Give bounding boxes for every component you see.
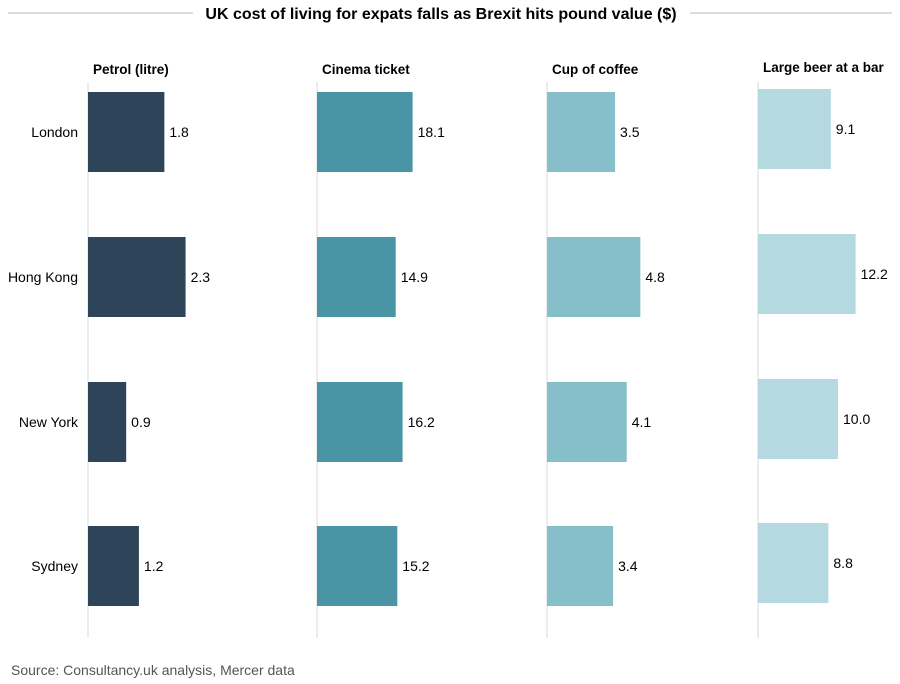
bar-petrol-litre-london [88,92,165,172]
panel-title-large-beer-at-a-bar: Large beer at a bar [763,60,885,75]
bar-cinema-ticket-hong-kong [317,237,396,317]
value-label-cup-of-coffee-hong-kong: 4.8 [645,269,665,285]
plot-area: London Hong Kong New York Sydney Petrol (lit… [8,60,888,638]
value-label-petrol-litre-new-york: 0.9 [131,414,151,430]
category-label-london: London [31,124,78,140]
chart-title: UK cost of living for expats falls as Br… [205,6,676,23]
bar-large-beer-at-a-bar-london [758,89,831,169]
bar-cup-of-coffee-london [547,92,616,172]
bar-cinema-ticket-london [317,92,413,172]
category-label-new-york: New York [19,414,79,430]
bar-cup-of-coffee-new-york [547,382,627,462]
value-label-large-beer-at-a-bar-new-york: 10.0 [843,411,870,427]
value-label-cup-of-coffee-london: 3.5 [620,124,640,140]
bar-cup-of-coffee-sydney [547,526,614,606]
source-note: Source: Consultancy.uk analysis, Mercer … [11,662,295,678]
value-label-cinema-ticket-london: 18.1 [418,124,445,140]
value-label-petrol-litre-london: 1.8 [169,124,189,140]
panel-title-cinema-ticket: Cinema ticket [322,62,410,77]
value-label-cinema-ticket-sydney: 15.2 [402,558,429,574]
value-label-petrol-litre-hong-kong: 2.3 [191,269,211,285]
bar-large-beer-at-a-bar-hong-kong [758,234,856,314]
category-label-hong-kong: Hong Kong [8,269,78,285]
bar-petrol-litre-hong-kong [88,237,186,317]
bar-cinema-ticket-sydney [317,526,398,606]
value-label-cup-of-coffee-sydney: 3.4 [618,558,638,574]
bar-large-beer-at-a-bar-new-york [758,379,838,459]
bar-petrol-litre-new-york [88,382,127,462]
value-label-cinema-ticket-new-york: 16.2 [408,414,435,430]
value-label-large-beer-at-a-bar-hong-kong: 12.2 [861,266,888,282]
bar-petrol-litre-sydney [88,526,139,606]
panel-title-cup-of-coffee: Cup of coffee [552,62,639,77]
value-label-cinema-ticket-hong-kong: 14.9 [401,269,428,285]
bar-large-beer-at-a-bar-sydney [758,523,829,603]
value-label-large-beer-at-a-bar-london: 9.1 [836,121,856,137]
category-label-sydney: Sydney [31,558,78,574]
panel-title-petrol-litre: Petrol (litre) [93,62,169,77]
bar-cup-of-coffee-hong-kong [547,237,641,317]
value-label-cup-of-coffee-new-york: 4.1 [632,414,652,430]
bar-cinema-ticket-new-york [317,382,403,462]
value-label-petrol-litre-sydney: 1.2 [144,558,164,574]
value-label-large-beer-at-a-bar-sydney: 8.8 [833,555,853,571]
